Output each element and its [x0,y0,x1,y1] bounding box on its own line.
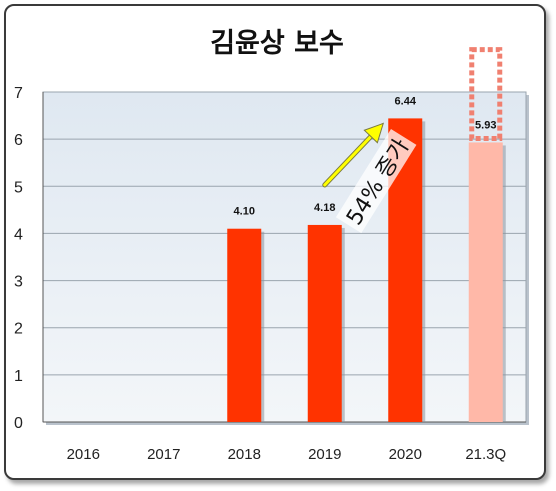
annotation-backdrop [335,128,417,234]
y-tick-label: 0 [14,415,23,432]
x-tick-label: 21.3Q [465,446,506,463]
arrow-shaft [323,132,376,187]
x-tick-label: 2018 [228,446,261,463]
bar [307,224,342,422]
x-tick-label: 2016 [67,446,100,463]
arrow-head [363,122,385,144]
y-tick-label: 5 [14,179,23,196]
x-tick-label: 2017 [147,446,180,463]
y-tick-label: 1 [14,368,23,385]
y-tick-label: 4 [14,226,23,243]
plot-area [42,91,527,423]
y-tick-label: 7 [14,85,23,102]
growth-arrow [322,122,385,188]
y-tick-label: 2 [14,321,23,338]
data-label: 6.44 [395,95,417,107]
data-label: 5.93 [475,119,496,131]
projection-outline [469,47,503,141]
x-tick-label: 2019 [308,446,341,463]
x-tick-label: 2020 [389,446,422,463]
data-label: 4.18 [314,202,335,214]
data-label: 4.10 [234,206,255,218]
y-tick-label: 6 [14,132,23,149]
bar [468,142,503,422]
y-tick-label: 3 [14,274,23,291]
bar [227,228,262,422]
chart-title: 김윤상 보수 [210,28,344,59]
